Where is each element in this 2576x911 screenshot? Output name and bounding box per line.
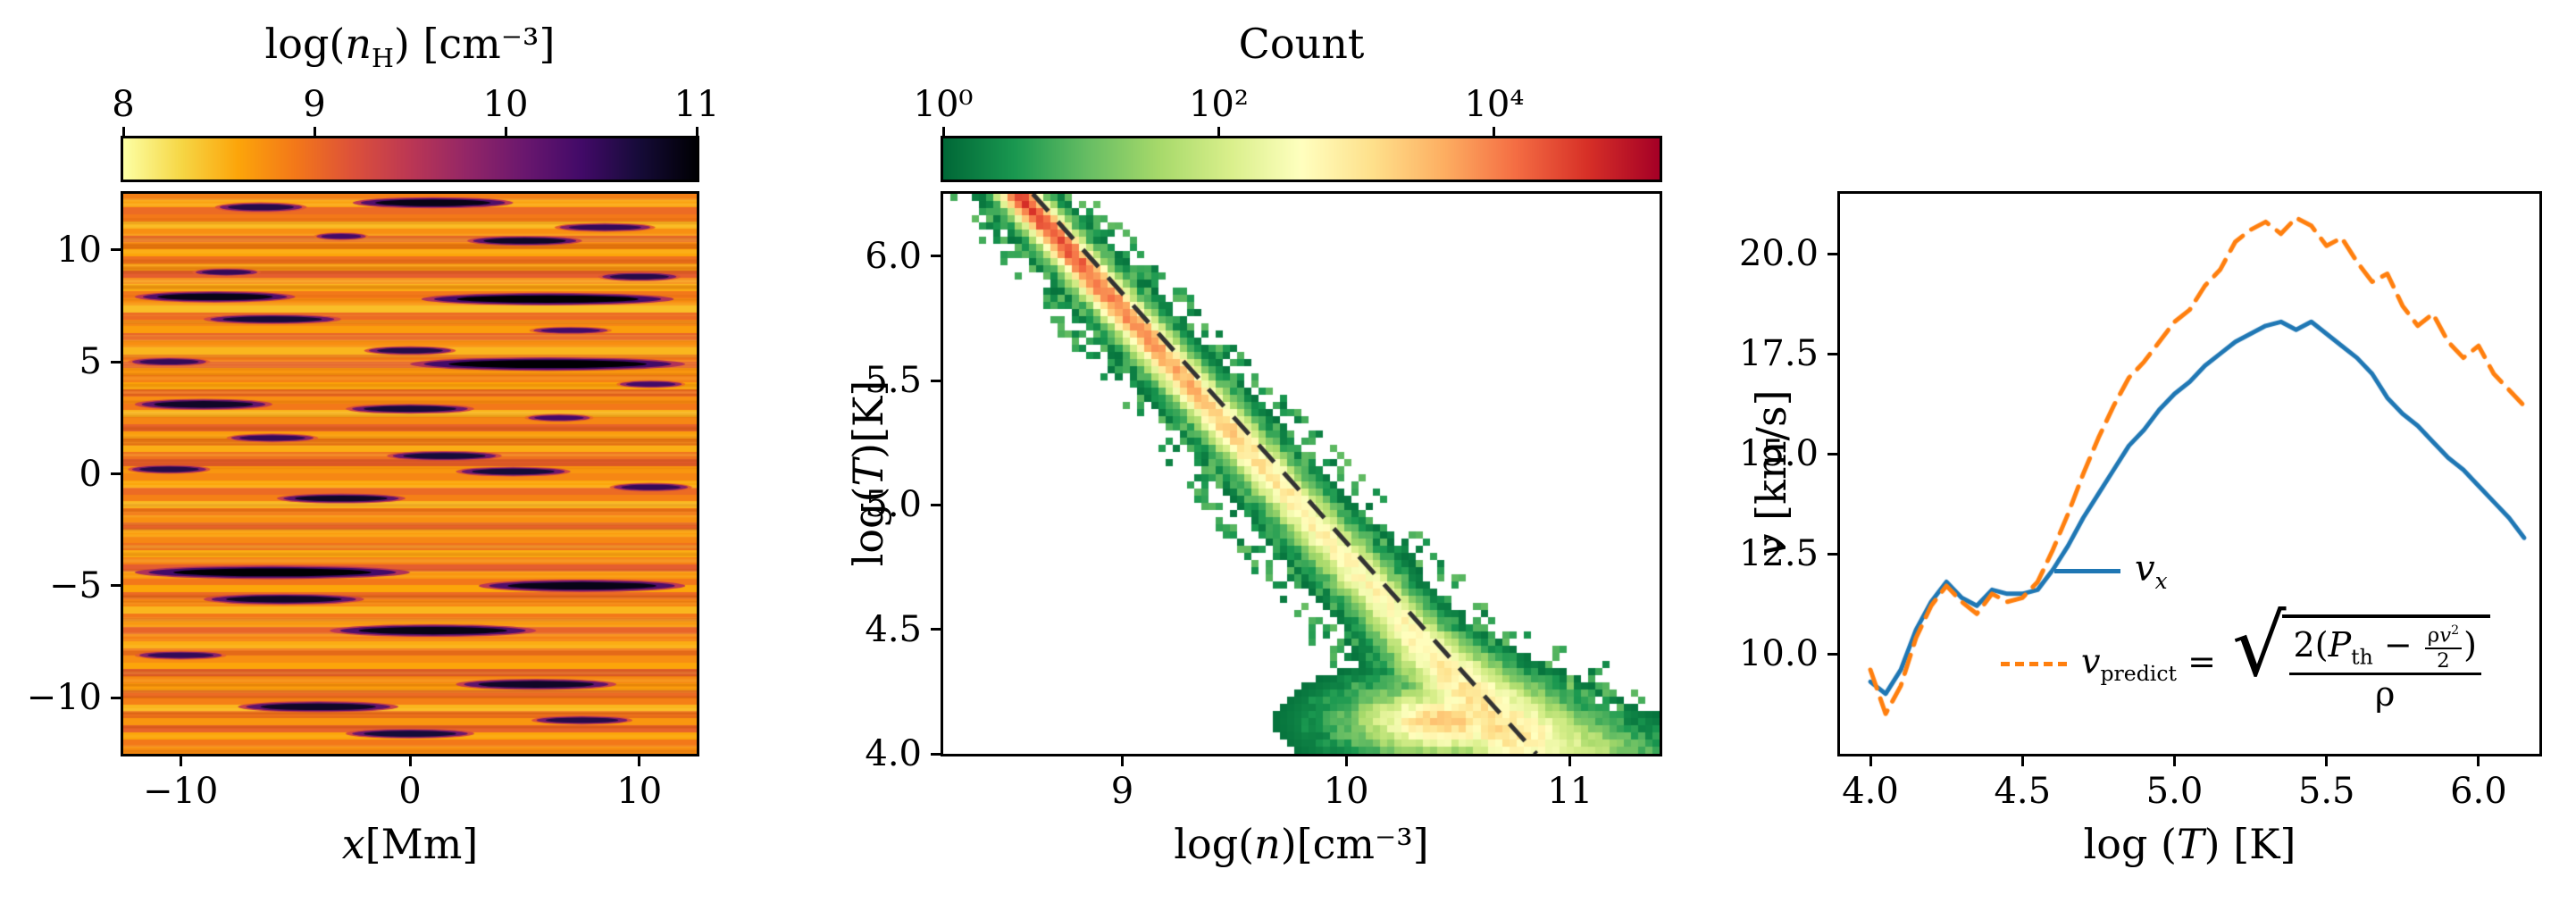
y-tick-label: 20.0 (1738, 233, 1819, 275)
density-xlabel: x[Mm] (341, 820, 479, 868)
velocity-xlabel: log (T) [K] (2083, 820, 2296, 868)
x-tick-label: 5.5 (2297, 771, 2355, 812)
y-tick (111, 248, 123, 252)
phase-ylabel: log(T)[K] (844, 380, 892, 567)
y-tick-label: −10 (26, 677, 102, 719)
x-tick (1344, 754, 1348, 766)
y-tick (111, 696, 123, 699)
x-tick (1869, 754, 1872, 766)
y-tick (1827, 652, 1840, 656)
colorbar-tick (1493, 127, 1496, 138)
legend-entry-vx: vx (2054, 548, 2168, 594)
x-tick-label: 6.0 (2450, 771, 2507, 812)
x-tick-label: 11 (1547, 771, 1593, 812)
vpredict-label: vpredict = √ 2(Pth − ρv2 2) ρ (2081, 605, 2490, 715)
sqrt-radical: √ 2(Pth − ρv2 2) ρ (2232, 605, 2490, 715)
x-tick-label: 10 (1323, 771, 1369, 812)
x-tick (2477, 754, 2480, 766)
y-tick-label: 5 (79, 341, 102, 383)
y-tick-label: 10 (56, 229, 102, 271)
colorbar-tick-label: 8 (112, 84, 135, 125)
vpredict-line-sample (2001, 662, 2067, 667)
count-colorbar (943, 138, 1660, 180)
x-tick (1568, 754, 1572, 766)
x-tick (2325, 754, 2329, 766)
y-tick (931, 752, 943, 756)
colorbar-tick (313, 127, 316, 138)
y-tick-label: 12.5 (1738, 533, 1819, 575)
colorbar-tick (121, 127, 125, 138)
y-tick-label: 15.0 (1738, 433, 1819, 475)
y-tick-label: 10.0 (1738, 633, 1819, 675)
x-tick (2020, 754, 2024, 766)
colorbar-tick-label: 10⁰ (913, 84, 974, 125)
phase-histogram-canvas (943, 194, 1660, 754)
velocity-plot-canvas (1840, 194, 2539, 754)
density-colorbar-title: log(nH) [cm⁻³] (264, 20, 556, 74)
count-colorbar-title: Count (1238, 20, 1365, 68)
y-tick-label: 6.0 (865, 235, 922, 277)
y-tick-label: 17.5 (1738, 333, 1819, 375)
y-tick (1827, 552, 1840, 556)
y-tick (111, 360, 123, 364)
colorbar-tick-label: 9 (303, 84, 326, 125)
x-tick-label: 9 (1110, 771, 1134, 812)
y-tick-label: 4.5 (865, 608, 922, 650)
y-tick-label: 5.0 (865, 484, 922, 526)
colorbar-tick (695, 127, 698, 138)
legend-entry-vpredict: vpredict = √ 2(Pth − ρv2 2) ρ (2001, 605, 2490, 715)
y-tick (931, 255, 943, 258)
x-tick (638, 754, 641, 766)
y-tick-label: −5 (49, 564, 102, 606)
density-map-canvas (123, 194, 697, 754)
colorbar-tick-label: 10 (482, 84, 529, 125)
y-tick (111, 584, 123, 588)
y-tick (931, 503, 943, 506)
x-tick (179, 754, 182, 766)
phase-xlabel: log(n)[cm⁻³] (1174, 820, 1429, 868)
x-tick (2172, 754, 2176, 766)
x-tick-label: 4.5 (1994, 771, 2052, 812)
x-tick-label: 0 (398, 771, 422, 812)
y-tick (931, 628, 943, 631)
colorbar-tick (1217, 127, 1220, 138)
y-tick-label: 0 (79, 453, 102, 495)
y-tick (1827, 252, 1840, 255)
x-tick-label: 4.0 (1842, 771, 1899, 812)
x-tick-label: 10 (616, 771, 663, 812)
x-tick-label: 5.0 (2145, 771, 2204, 812)
vx-line-sample (2054, 569, 2120, 573)
y-tick (1827, 352, 1840, 355)
x-tick-label: −10 (142, 771, 219, 812)
colorbar-tick (504, 127, 507, 138)
vx-label: vx (2135, 548, 2168, 594)
y-tick-label: 5.5 (865, 360, 922, 401)
colorbar-tick-label: 11 (673, 84, 720, 125)
y-tick-label: 4.0 (865, 733, 922, 774)
colorbar-tick-label: 10⁴ (1464, 84, 1525, 125)
colorbar-tick (941, 127, 945, 138)
x-tick (1121, 754, 1124, 766)
colorbar-tick-label: 10² (1188, 84, 1249, 125)
y-tick (111, 472, 123, 475)
x-tick (408, 754, 412, 766)
y-tick (1827, 452, 1840, 456)
density-colorbar (123, 138, 697, 180)
y-tick (931, 379, 943, 382)
